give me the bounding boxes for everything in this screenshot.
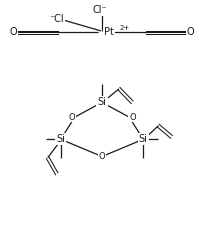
Text: O: O — [99, 152, 105, 161]
Text: O: O — [68, 113, 75, 122]
Text: Pt: Pt — [104, 27, 114, 37]
Text: Cl⁻: Cl⁻ — [93, 5, 107, 15]
Text: Si: Si — [139, 134, 148, 144]
Text: Si: Si — [56, 134, 65, 144]
Text: O: O — [187, 27, 194, 37]
Text: 2+: 2+ — [119, 25, 129, 31]
Text: Si: Si — [98, 97, 106, 107]
Text: O: O — [129, 113, 136, 122]
Text: O: O — [10, 27, 17, 37]
Text: ⁻Cl: ⁻Cl — [49, 14, 64, 24]
